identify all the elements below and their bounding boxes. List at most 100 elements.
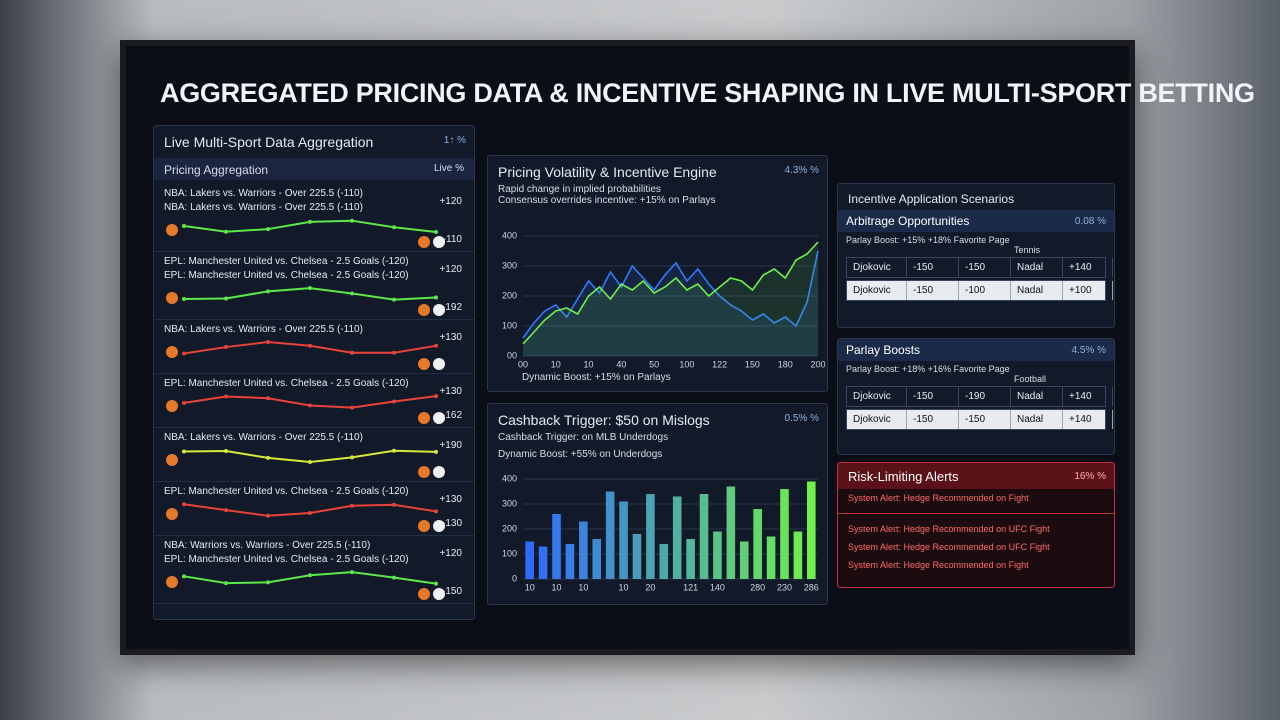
x-tick-label: 180 [778,359,793,369]
odds-cell: -190 [959,387,1011,406]
panel-badge: 4.3% % [784,165,819,176]
alert-text: System Alert: Hedge Recommended on UFC F… [848,524,1050,534]
trend-line [183,449,437,463]
bar [552,514,561,579]
ball-icon [418,466,430,478]
panel-title: Incentive Application Scenarios [848,192,1015,206]
bar [538,546,548,579]
trend-dot [224,296,228,301]
x-tick-label: 40 [616,359,626,369]
odds-cell: Nadal [1011,387,1063,406]
y-tick-label: 400 [502,473,517,483]
trend-dot [266,396,270,401]
note: Cashback Trigger: on MLB Underdogs [498,432,669,443]
market-line: EPL: Manchester United vs. Chelsea - 2.5… [164,378,409,389]
market-line: NBA: Lakers vs. Warriors - Over 225.5 (-… [164,188,363,199]
alert-header: Risk-Limiting Alerts 16% % [838,463,1114,489]
trend-line [183,287,437,301]
ball-icon [166,346,178,358]
odds-cell: Djokovic [847,281,907,300]
trend-dot [434,581,438,586]
trend-dot [434,449,438,454]
trend-dot [308,511,312,516]
trend-dot [434,229,438,234]
odds: -130 [441,518,462,529]
subtitle: Pricing Aggregation [164,163,269,177]
trend-dot [224,229,228,234]
trend-dot [434,343,438,348]
trend-line [183,341,437,355]
trend-dot [182,502,186,507]
line-area [523,251,818,356]
odds-cell: Nadal [1011,281,1063,300]
odds-cell: Djokovic [847,410,907,429]
ball-icon [418,304,430,316]
ball-icon [166,576,178,588]
alert-text: System Alert: Hedge Recommended on Fight [848,560,1029,570]
section-note: Parlay Boost: +15% +18% Favorite Page [846,235,1010,245]
trend-dot [182,224,186,228]
trend-dot [392,297,396,302]
trend-dot [308,459,312,464]
odds-row: Djokovic -150 -100 Nadal +100 [846,280,1113,301]
odds-cell: -150 [959,258,1011,277]
section-title: Parlay Boosts [846,343,921,357]
odds: -110 [442,234,462,245]
odds: +120 [439,548,462,559]
odds: +130 [439,386,462,397]
trend-dot [266,227,270,232]
market-group: EPL: Manchester United vs. Chelsea - 2.5… [154,374,474,428]
bar [646,494,655,579]
x-tick-label: 20 [645,582,655,592]
trend-dot [266,455,270,460]
market-line: EPL: Manchester United vs. Chelsea - 2.5… [164,270,409,281]
bar [807,481,816,579]
trend-dot [308,403,312,408]
section-header: Parlay Boosts 4.5% % [838,339,1114,361]
bar [565,544,575,579]
x-tick-label: 10 [551,359,561,369]
alert-item: System Alert: Hedge Recommended on UFC F… [838,538,1114,556]
trend-dot [392,502,396,507]
trend-line [183,395,437,409]
market-line: NBA: Lakers vs. Warriors - Over 225.5 (-… [164,432,363,443]
ball-icon [166,508,178,520]
alert-list: System Alert: Hedge Recommended on Fight… [838,489,1114,574]
ball-icon [166,224,178,236]
odds-row: Djokovic -150 -150 Nadal +140 [846,409,1113,430]
odds-cell: Nadal [1011,258,1063,277]
scenarios-panel: Incentive Application Scenarios Arbitrag… [837,183,1115,328]
caption: Dynamic Boost: +15% on Parlays [522,372,671,383]
x-tick-label: 286 [804,582,819,592]
market-line: EPL: Manchester United vs. Chelsea - 2.5… [164,486,409,497]
trend-dot [224,394,228,399]
trend-dot [182,574,186,579]
market-group: NBA: Lakers vs. Warriors - Over 225.5 (-… [154,184,474,252]
panel-title: Risk-Limiting Alerts [848,469,959,484]
panel-title: Pricing Volatility & Incentive Engine [498,164,717,180]
trend-dot [434,394,438,399]
trend-dot [392,448,396,453]
trend-dot [308,286,312,291]
x-tick-label: 10 [578,582,588,592]
bar [686,539,695,579]
subheader: Pricing Aggregation Live % [154,158,474,180]
trend-dot [350,291,354,296]
dashboard-title: AGGREGATED PRICING DATA & INCENTIVE SHAP… [160,78,1255,108]
ball-icon [166,292,178,304]
alert-item: System Alert: Hedge Recommended on UFC F… [838,520,1114,538]
alert-item: System Alert: Hedge Recommended on Fight [838,489,1114,514]
x-tick-label: 200 [810,359,825,369]
y-tick-label: 00 [507,350,517,360]
bar [592,539,602,579]
section-header: Arbitrage Opportunities 0.08 % [838,210,1114,232]
x-tick-label: 230 [777,582,792,592]
alert-text: System Alert: Hedge Recommended on UFC F… [848,542,1050,552]
parlay-panel: Parlay Boosts 4.5% % Parlay Boost: +18% +1… [837,338,1115,455]
x-tick-label: 10 [619,582,629,592]
x-tick-label: 150 [745,359,760,369]
odds-cell: +100 [1063,281,1113,300]
x-tick-label: 10 [552,582,562,592]
volatility-panel: Pricing Volatility & Incentive Engine 4.… [487,155,828,392]
